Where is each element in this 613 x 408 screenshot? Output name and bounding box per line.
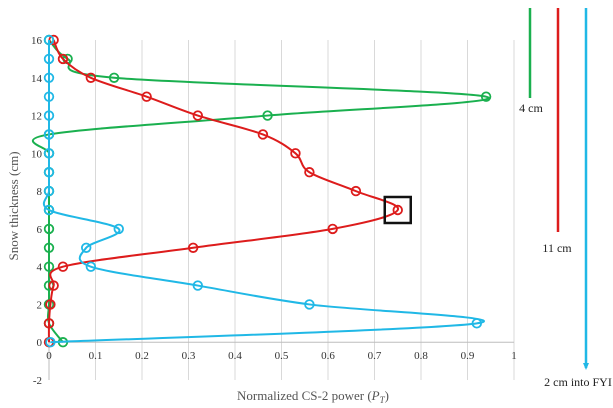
y-tick-label: 8 bbox=[37, 186, 43, 198]
x-tick-labels: 0 0.1 0.2 0.3 0.4 0.5 0.6 0.7 0.8 0.9 1 bbox=[46, 350, 517, 362]
data-point bbox=[304, 167, 315, 178]
data-point bbox=[43, 204, 55, 216]
y-tick-labels: -2 0 2 4 6 8 10 12 14 16 bbox=[31, 35, 43, 387]
legend-label: 2 cm into FYI bbox=[544, 375, 612, 389]
x-tick-label: 0.8 bbox=[414, 350, 428, 362]
legend: 4 cm 11 cm 2 cm into FYI bbox=[519, 8, 612, 389]
data-point bbox=[43, 261, 55, 272]
data-point bbox=[187, 242, 199, 253]
legend-arrowhead bbox=[583, 363, 589, 370]
data-point bbox=[43, 129, 55, 140]
data-point bbox=[57, 53, 69, 65]
x-axis-title: Normalized CS-2 power (PT) bbox=[237, 388, 389, 405]
series-line bbox=[42, 40, 485, 344]
y-tick-label: 2 bbox=[37, 299, 43, 311]
data-point bbox=[43, 148, 55, 159]
data-point bbox=[80, 242, 92, 253]
gridlines bbox=[48, 40, 515, 380]
y-tick-label: 16 bbox=[31, 35, 43, 47]
y-axis-title: Snow thickness (cm) bbox=[6, 151, 21, 260]
data-point bbox=[43, 53, 55, 65]
data-point bbox=[350, 185, 362, 197]
y-tick-label: 6 bbox=[37, 224, 43, 236]
data-point bbox=[262, 110, 273, 121]
highlight bbox=[383, 195, 412, 225]
x-tick-label: 0.1 bbox=[89, 350, 103, 362]
data-point bbox=[85, 72, 97, 83]
data-point bbox=[43, 242, 55, 253]
data-point bbox=[43, 167, 55, 178]
y-tick-label: 14 bbox=[31, 73, 43, 85]
y-tick-label: 0 bbox=[37, 337, 43, 349]
x-tick-label: 0.9 bbox=[461, 350, 475, 362]
y-tick-label: 10 bbox=[31, 148, 43, 160]
data-point bbox=[45, 337, 56, 348]
data-point bbox=[43, 72, 55, 83]
x-tick-label: 0.5 bbox=[275, 350, 289, 362]
series-1 bbox=[43, 34, 403, 348]
highlight-box bbox=[383, 195, 412, 225]
data-point bbox=[85, 261, 97, 272]
data-point bbox=[43, 110, 55, 121]
data-point bbox=[257, 129, 269, 140]
legend-label: 4 cm bbox=[519, 101, 543, 115]
x-tick-label: 0.2 bbox=[135, 350, 149, 362]
x-tick-label: 1 bbox=[511, 350, 517, 362]
series bbox=[31, 34, 492, 348]
data-point bbox=[192, 110, 204, 121]
x-tick-label: 0.6 bbox=[321, 350, 335, 362]
data-point bbox=[43, 185, 55, 197]
data-point bbox=[108, 72, 120, 83]
y-tick-label: -2 bbox=[33, 375, 42, 387]
data-point bbox=[43, 91, 55, 102]
data-point bbox=[43, 318, 55, 329]
x-tick-label: 0.4 bbox=[228, 350, 242, 362]
data-point bbox=[48, 280, 59, 291]
series-2 bbox=[42, 34, 485, 348]
data-point bbox=[141, 91, 152, 102]
data-point bbox=[43, 34, 55, 46]
data-point bbox=[113, 223, 124, 235]
data-point bbox=[392, 204, 403, 216]
data-point bbox=[471, 318, 483, 329]
data-point bbox=[43, 223, 55, 235]
y-tick-label: 12 bbox=[31, 111, 42, 123]
data-point bbox=[57, 261, 69, 272]
legend-label: 11 cm bbox=[542, 241, 572, 255]
x-tick-label: 0.3 bbox=[182, 350, 196, 362]
x-tick-label: 0 bbox=[46, 350, 52, 362]
data-point bbox=[304, 299, 315, 310]
y-tick-label: 4 bbox=[37, 262, 43, 274]
data-point bbox=[327, 223, 338, 235]
data-point bbox=[45, 299, 56, 310]
data-point bbox=[480, 91, 492, 102]
x-tick-label: 0.7 bbox=[368, 350, 382, 362]
data-point bbox=[192, 280, 204, 291]
series-line bbox=[47, 39, 399, 343]
data-point bbox=[290, 148, 301, 159]
